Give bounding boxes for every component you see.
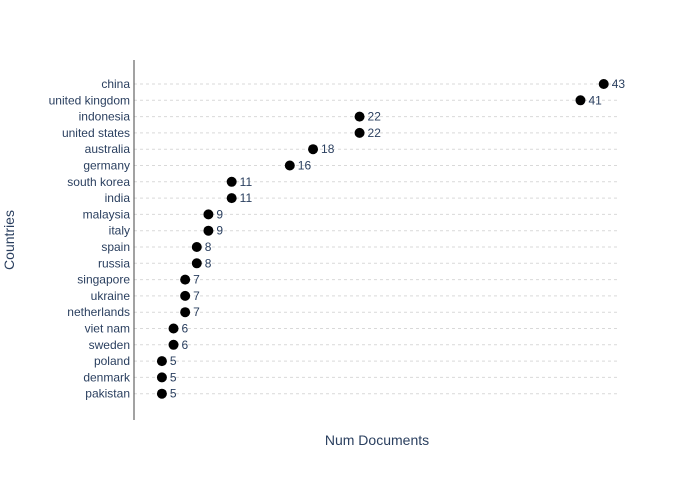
data-label: 11 bbox=[240, 191, 253, 205]
data-label: 43 bbox=[612, 77, 626, 91]
data-point bbox=[308, 144, 319, 155]
data-point bbox=[168, 339, 179, 350]
data-label: 7 bbox=[193, 289, 200, 303]
y-tick-label: spain bbox=[101, 240, 130, 254]
y-tick-label: pakistan bbox=[85, 387, 130, 401]
data-label: 16 bbox=[298, 159, 312, 173]
data-label: 6 bbox=[182, 338, 189, 352]
y-tick-label: italy bbox=[109, 224, 130, 238]
y-tick-label: indonesia bbox=[79, 110, 131, 124]
data-point bbox=[156, 388, 167, 399]
data-point bbox=[354, 127, 365, 138]
data-point bbox=[191, 242, 202, 252]
data-label: 7 bbox=[193, 305, 200, 319]
y-tick-labels: china united kingdom indonesia united state… bbox=[49, 77, 131, 401]
data-label: 41 bbox=[588, 93, 602, 107]
y-tick-label: singapore bbox=[77, 273, 130, 287]
y-tick-label: viet nam bbox=[85, 322, 130, 336]
y-tick-label: denmark bbox=[83, 370, 131, 384]
data-point bbox=[180, 290, 191, 301]
data-label: 7 bbox=[193, 273, 200, 287]
y-tick-label: india bbox=[105, 191, 131, 205]
y-tick-label: poland bbox=[94, 354, 130, 368]
y-tick-label: united states bbox=[62, 126, 130, 140]
data-label: 5 bbox=[170, 370, 177, 384]
data-label: 22 bbox=[368, 110, 382, 124]
data-point bbox=[598, 79, 609, 89]
data-point bbox=[203, 225, 214, 236]
y-tick-label: germany bbox=[83, 159, 130, 173]
y-tick-label: netherlands bbox=[67, 305, 130, 319]
x-axis-title: Num Documents bbox=[325, 432, 429, 448]
data-point bbox=[180, 274, 191, 285]
y-tick-label: ukraine bbox=[91, 289, 131, 303]
data-point bbox=[156, 372, 167, 383]
data-point bbox=[180, 307, 191, 318]
data-label: 6 bbox=[182, 322, 189, 336]
data-label: 18 bbox=[321, 142, 335, 156]
y-tick-label: australia bbox=[85, 142, 131, 156]
y-tick-label: south korea bbox=[67, 175, 130, 189]
data-point bbox=[168, 323, 179, 334]
data-label: 9 bbox=[216, 207, 223, 221]
y-tick-label: china bbox=[101, 77, 130, 91]
data-point bbox=[284, 160, 295, 171]
data-label: 8 bbox=[205, 256, 212, 270]
data-point bbox=[226, 193, 237, 204]
data-point bbox=[191, 258, 202, 269]
data-label: 22 bbox=[368, 126, 382, 140]
data-label: 9 bbox=[216, 224, 223, 238]
data-point bbox=[226, 176, 237, 187]
data-point bbox=[156, 356, 167, 367]
data-point bbox=[575, 95, 586, 106]
grid-lines bbox=[134, 83, 620, 395]
data-label: 8 bbox=[205, 240, 212, 254]
data-points bbox=[156, 79, 609, 399]
data-point bbox=[203, 209, 214, 220]
y-tick-label: russia bbox=[98, 256, 130, 270]
data-label: 11 bbox=[240, 175, 253, 189]
y-tick-label: malaysia bbox=[83, 207, 131, 221]
data-label: 5 bbox=[170, 387, 177, 401]
y-tick-label: sweden bbox=[89, 338, 130, 352]
data-label: 5 bbox=[170, 354, 177, 368]
y-axis-title: Countries bbox=[1, 210, 17, 270]
y-tick-label: united kingdom bbox=[49, 93, 130, 107]
data-point bbox=[354, 111, 365, 122]
